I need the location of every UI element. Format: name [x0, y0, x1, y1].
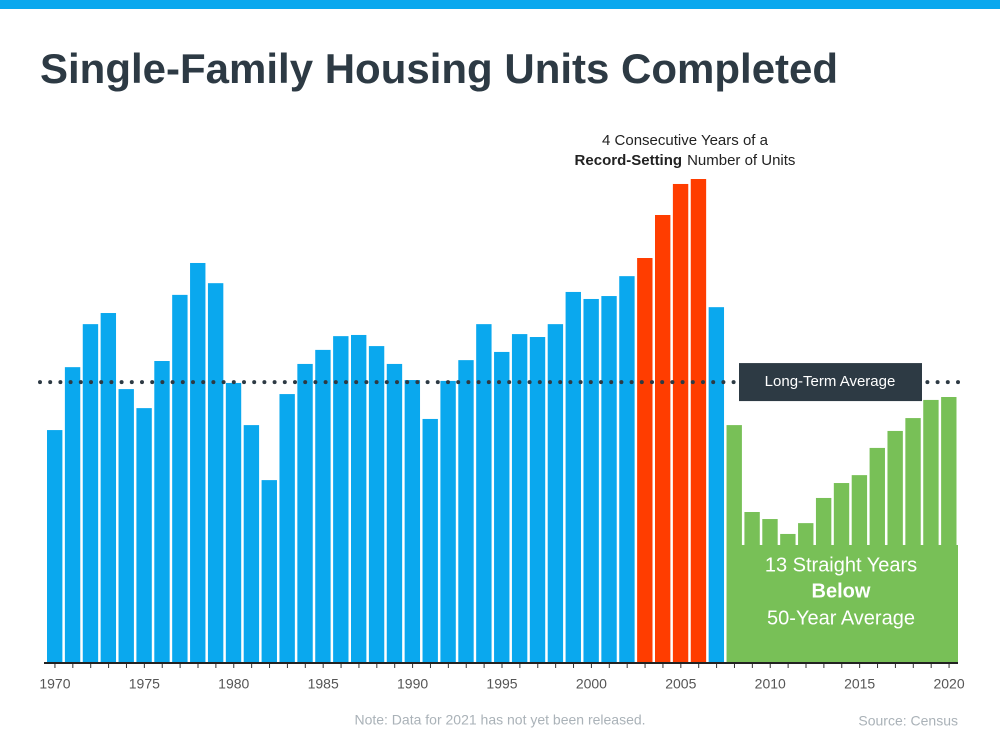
x-tick-label: 2015 [844, 676, 875, 692]
bar [333, 336, 349, 663]
below-note: 13 Straight Years [765, 554, 917, 576]
bar [637, 258, 653, 663]
bar [64, 367, 81, 663]
bar [225, 382, 242, 663]
bar [565, 291, 581, 663]
bar [386, 363, 403, 663]
bar [583, 298, 599, 663]
bar [154, 361, 170, 663]
x-tick-label: 2020 [933, 676, 964, 692]
bar [207, 283, 224, 663]
bar [172, 294, 188, 663]
note-background [727, 545, 958, 663]
bar [279, 394, 295, 663]
top-strip [0, 0, 1000, 9]
chart-title: Single-Family Housing Units Completed [40, 45, 838, 92]
bar [440, 380, 456, 663]
record-note: 4 Consecutive Years of a [602, 132, 769, 149]
bar [601, 296, 617, 663]
bar [243, 425, 260, 663]
below-note: Below [812, 580, 871, 602]
average-label-box [739, 363, 922, 402]
bar [100, 313, 117, 663]
bar [708, 307, 725, 663]
x-tick-label: 2010 [755, 676, 786, 692]
average-label: Long-Term Average [765, 373, 896, 390]
bar [672, 183, 689, 663]
bar [422, 418, 438, 663]
x-tick-label: 1995 [486, 676, 517, 692]
x-tick-label: 2005 [665, 676, 696, 692]
bar [82, 324, 99, 663]
bar [315, 349, 331, 663]
bar [118, 389, 134, 663]
bar [368, 346, 385, 663]
bar [297, 363, 313, 663]
bar [494, 351, 510, 663]
bar [404, 380, 421, 663]
source: Source: Census [858, 713, 958, 729]
x-tick-label: 1990 [397, 676, 428, 692]
x-tick-label: 1975 [129, 676, 160, 692]
bar [476, 324, 492, 663]
record-note-rest: Number of Units [687, 152, 795, 169]
bar [261, 480, 277, 663]
x-tick-label: 2000 [576, 676, 607, 692]
bar [351, 334, 367, 663]
x-tick-label: 1985 [308, 676, 339, 692]
bar [47, 430, 63, 663]
bar [619, 276, 635, 663]
bar [547, 324, 564, 663]
bar [511, 334, 528, 663]
x-tick-label: 1980 [218, 676, 249, 692]
bar [190, 262, 206, 663]
bar [458, 360, 474, 663]
bar [529, 337, 546, 663]
footnote: Note: Data for 2021 has not yet been rel… [354, 712, 645, 728]
x-tick-label: 1970 [39, 676, 70, 692]
bar [655, 214, 671, 664]
record-note: Record-Setting Number of Units [575, 152, 796, 169]
bar [690, 179, 707, 663]
below-note: 50-Year Average [767, 607, 915, 629]
bar [136, 408, 152, 663]
record-note-bold: Record-Setting [575, 152, 683, 169]
